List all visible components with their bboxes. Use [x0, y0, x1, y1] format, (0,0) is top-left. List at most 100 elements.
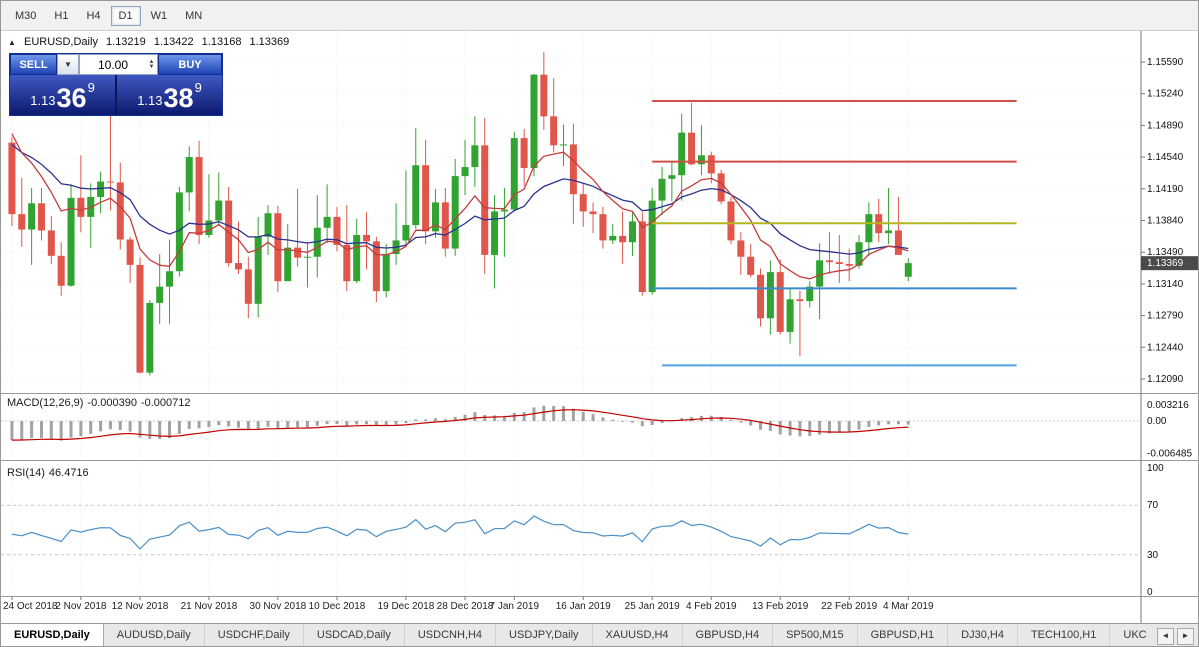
tab-scroll-left-button[interactable]: ◄	[1157, 627, 1174, 645]
ma-layer	[11, 133, 909, 280]
svg-text:0.00: 0.00	[1147, 416, 1167, 427]
timeframe-h1-button[interactable]: H1	[46, 6, 76, 26]
macd-name: MACD(12,26,9)	[7, 397, 84, 409]
arrow-left-icon: ◄	[1161, 631, 1170, 640]
spin-down-icon[interactable]: ▼	[148, 63, 155, 70]
rsi-name: RSI(14)	[7, 467, 45, 479]
tab-ukc[interactable]: UKC	[1110, 624, 1153, 646]
spin-up-icon[interactable]: ▲	[148, 58, 155, 65]
macd-value-main: -0.000390	[87, 397, 137, 409]
rsi-label: RSI(14) 46.4716	[7, 467, 93, 479]
ohlc-open: 1.13219	[106, 36, 146, 48]
tab-eurusd-daily[interactable]: EURUSD,Daily	[1, 624, 104, 646]
macd-layer	[1, 405, 1141, 441]
tab-dj30-h4[interactable]: DJ30,H4	[948, 624, 1018, 646]
svg-text:24 Oct 2018: 24 Oct 2018	[3, 601, 58, 612]
tabbar: EURUSD,Daily AUDUSD,Daily USDCHF,Daily USDC…	[1, 623, 1198, 646]
tab-scroll-right-button[interactable]: ►	[1177, 627, 1194, 645]
svg-text:1.14540: 1.14540	[1147, 152, 1184, 163]
svg-text:4 Mar 2019: 4 Mar 2019	[883, 601, 934, 612]
axes-layer: 1.15590 1.15240 1.14890 1.14540 1.14190 1.138…	[1, 31, 1198, 623]
svg-text:21 Nov 2018: 21 Nov 2018	[181, 601, 238, 612]
svg-text:4 Feb 2019: 4 Feb 2019	[686, 601, 737, 612]
buy-price-panel[interactable]: 1.13 38 9	[117, 75, 222, 115]
trade-prices-row: 1.13 36 9 1.13 38 9	[10, 75, 222, 115]
svg-text:1.14190: 1.14190	[1147, 184, 1184, 195]
svg-text:10 Dec 2018: 10 Dec 2018	[309, 601, 366, 612]
sell-price-pipette: 9	[87, 80, 95, 95]
svg-text:0: 0	[1147, 587, 1153, 598]
ohlc-close: 1.13369	[249, 36, 290, 48]
svg-text:30: 30	[1147, 550, 1159, 561]
trade-controls-row: SELL ▼ 10.00 ▲ ▼ BUY	[10, 54, 222, 75]
buy-price-pips: 38	[163, 83, 194, 113]
svg-text:1.15240: 1.15240	[1147, 89, 1184, 100]
buy-price-prefix: 1.13	[137, 93, 163, 108]
svg-text:7 Jan 2019: 7 Jan 2019	[490, 601, 540, 612]
chart-symbol-period: EURUSD,Daily	[23, 36, 98, 48]
current-price-tag: 1.13369	[1141, 256, 1198, 271]
tab-gbpusd-h1[interactable]: GBPUSD,H1	[858, 624, 949, 646]
tab-sp500-m15[interactable]: SP500,M15	[773, 624, 858, 646]
timeframe-toolbar: M30 H1 H4 D1 W1 MN	[1, 1, 1198, 31]
svg-text:16 Jan 2019: 16 Jan 2019	[556, 601, 611, 612]
tab-usdcad-daily[interactable]: USDCAD,Daily	[304, 624, 405, 646]
svg-text:1.14890: 1.14890	[1147, 120, 1184, 131]
tab-usdchf-daily[interactable]: USDCHF,Daily	[205, 624, 304, 646]
chart-ohlc-header: ▲ EURUSD,Daily 1.13219 1.13422 1.13168 1…	[8, 36, 294, 48]
macd-value-signal: -0.000712	[140, 397, 191, 409]
svg-text:12 Nov 2018: 12 Nov 2018	[112, 601, 169, 612]
svg-text:100: 100	[1147, 463, 1164, 474]
svg-text:1.13840: 1.13840	[1147, 215, 1184, 226]
sell-price-pips: 36	[56, 83, 87, 113]
buy-price-pipette: 9	[194, 80, 202, 95]
svg-text:1.12440: 1.12440	[1147, 342, 1184, 353]
collapse-chart-icon[interactable]: ▲	[8, 38, 16, 47]
chart-area: 1.15590 1.15240 1.14890 1.14540 1.14190 1.138…	[1, 31, 1198, 623]
svg-text:1.13140: 1.13140	[1147, 279, 1184, 290]
sell-price-panel[interactable]: 1.13 36 9	[10, 75, 115, 115]
volume-stepper[interactable]: ▲ ▼	[146, 58, 157, 70]
svg-text:28 Dec 2018: 28 Dec 2018	[437, 601, 494, 612]
svg-text:70: 70	[1147, 500, 1159, 511]
svg-text:-0.006485: -0.006485	[1147, 448, 1192, 459]
svg-text:1.12790: 1.12790	[1147, 311, 1184, 322]
symbol-tabbar: EURUSD,Daily AUDUSD,Daily USDCHF,Daily USDC…	[1, 624, 1153, 646]
tab-usdcnh-h4[interactable]: USDCNH,H4	[405, 624, 497, 646]
tab-scroll-controls: ◄ ►	[1153, 624, 1198, 646]
candles-layer	[8, 52, 912, 376]
one-click-trading-widget: SELL ▼ 10.00 ▲ ▼ BUY 1.13 36 9	[9, 53, 223, 116]
svg-text:25 Jan 2019: 25 Jan 2019	[625, 601, 680, 612]
trendlines-layer	[652, 99, 1017, 367]
tab-gbpusd-h4[interactable]: GBPUSD,H4	[683, 624, 774, 646]
svg-text:13 Feb 2019: 13 Feb 2019	[752, 601, 809, 612]
rsi-value: 46.4716	[48, 467, 89, 479]
ohlc-high: 1.13422	[153, 36, 194, 48]
volume-dropdown-button[interactable]: ▼	[57, 54, 79, 75]
svg-text:1.15590: 1.15590	[1147, 57, 1184, 68]
sell-button[interactable]: SELL	[10, 54, 57, 75]
tab-xauusd-h4[interactable]: XAUUSD,H4	[593, 624, 683, 646]
tab-tech100-h1[interactable]: TECH100,H1	[1018, 624, 1111, 646]
ohlc-low: 1.13168	[201, 36, 242, 48]
volume-field[interactable]: 10.00 ▲ ▼	[79, 54, 158, 75]
chart-canvas[interactable]: 1.15590 1.15240 1.14890 1.14540 1.14190 1.138…	[1, 31, 1199, 623]
tab-audusd-daily[interactable]: AUDUSD,Daily	[104, 624, 205, 646]
rsi-layer	[1, 504, 1141, 556]
timeframe-m30-button[interactable]: M30	[7, 6, 44, 26]
volume-value[interactable]: 10.00	[97, 57, 129, 72]
svg-text:2 Nov 2018: 2 Nov 2018	[55, 601, 107, 612]
timeframe-h4-button[interactable]: H4	[78, 6, 108, 26]
buy-button[interactable]: BUY	[158, 54, 222, 75]
sell-price-prefix: 1.13	[30, 93, 56, 108]
tab-usdjpy-daily[interactable]: USDJPY,Daily	[496, 624, 593, 646]
svg-text:1.13369: 1.13369	[1147, 258, 1184, 269]
timeframe-w1-button[interactable]: W1	[143, 6, 176, 26]
timeframe-mn-button[interactable]: MN	[177, 6, 210, 26]
svg-text:1.13490: 1.13490	[1147, 247, 1184, 258]
chevron-down-icon: ▼	[64, 60, 72, 69]
timeframe-d1-button[interactable]: D1	[110, 5, 141, 26]
svg-text:30 Nov 2018: 30 Nov 2018	[250, 601, 307, 612]
svg-text:22 Feb 2019: 22 Feb 2019	[821, 601, 878, 612]
